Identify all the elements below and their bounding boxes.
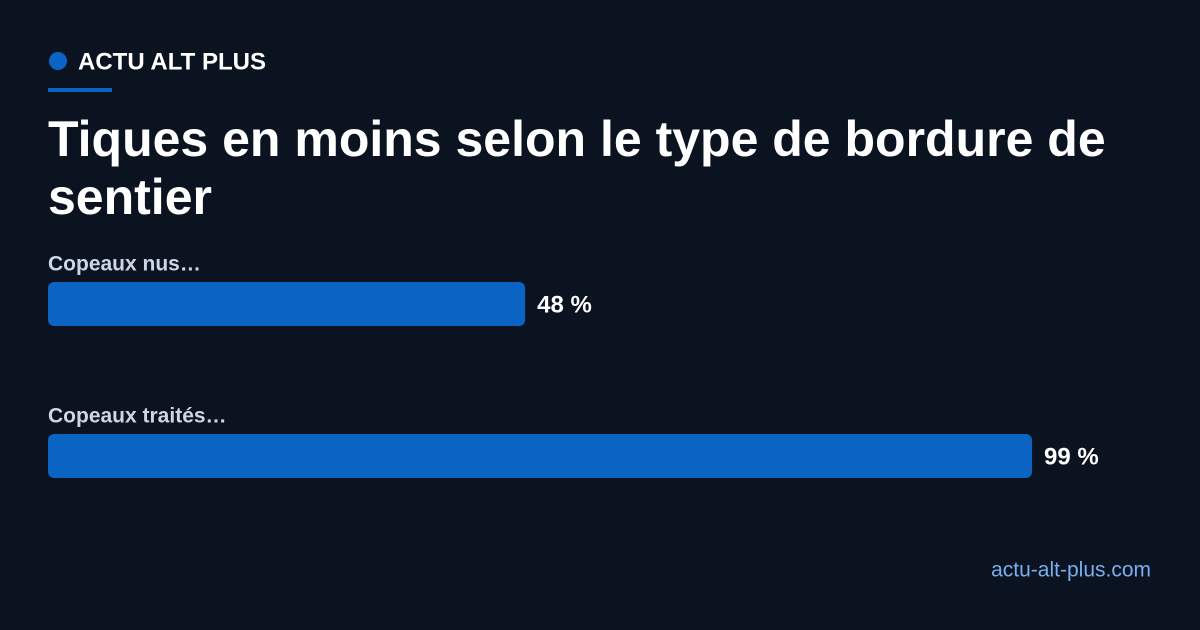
category-label: Copeaux traités…	[48, 405, 227, 428]
brand: ACTU ALT PLUS	[78, 48, 266, 75]
bar	[48, 282, 526, 326]
footer: actu-alt-plus.com	[991, 559, 1151, 582]
brand-dot	[49, 52, 67, 70]
brand-underline	[48, 88, 112, 92]
category-label: Copeaux nus…	[48, 253, 201, 276]
chart-title: Tiques en moins selon le type de bordure…	[48, 111, 1106, 225]
value-label: 48 %	[537, 291, 592, 318]
value-label: 99 %	[1044, 443, 1099, 470]
bar	[48, 434, 1033, 478]
